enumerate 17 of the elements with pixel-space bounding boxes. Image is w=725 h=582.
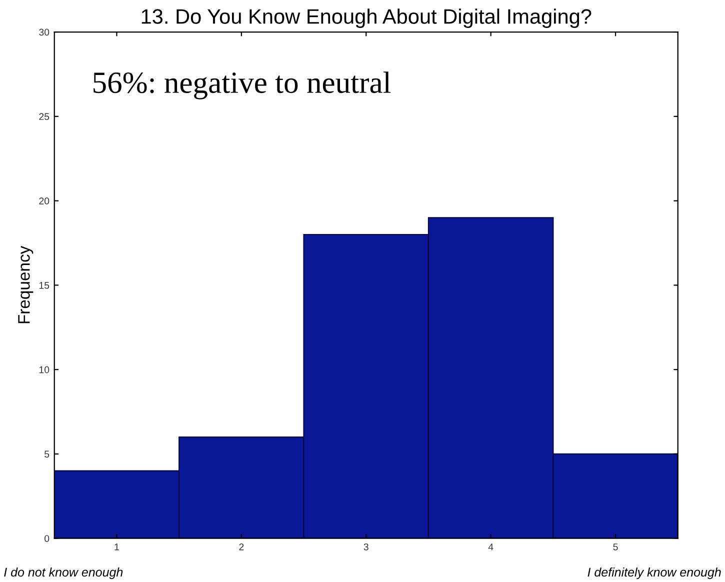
y-tick-label: 30	[39, 28, 50, 36]
y-tick-label: 0	[44, 535, 50, 542]
y-tick-label: 20	[39, 198, 50, 204]
annotation: 56%: negative to neutral	[94, 72, 391, 100]
x-tick-label: 2	[239, 543, 244, 550]
x-tick-label: 3	[364, 543, 368, 550]
x-tick-label: 1	[114, 544, 119, 550]
y-tick-label: 15	[39, 282, 50, 289]
y-tick-label: 25	[39, 113, 50, 120]
x-tick-label: 5	[613, 544, 618, 550]
chart-title: 13. Do You Know Enough About Digital Imaging?	[142, 8, 592, 28]
y-tick-label: 5	[44, 450, 50, 458]
text: I definitely know enough	[588, 567, 721, 580]
y-axis-title: Frequency	[18, 246, 34, 324]
x-tick-label: 4	[488, 544, 494, 550]
text: I do not know enough	[4, 567, 123, 580]
y-tick-label: 10	[39, 366, 50, 374]
